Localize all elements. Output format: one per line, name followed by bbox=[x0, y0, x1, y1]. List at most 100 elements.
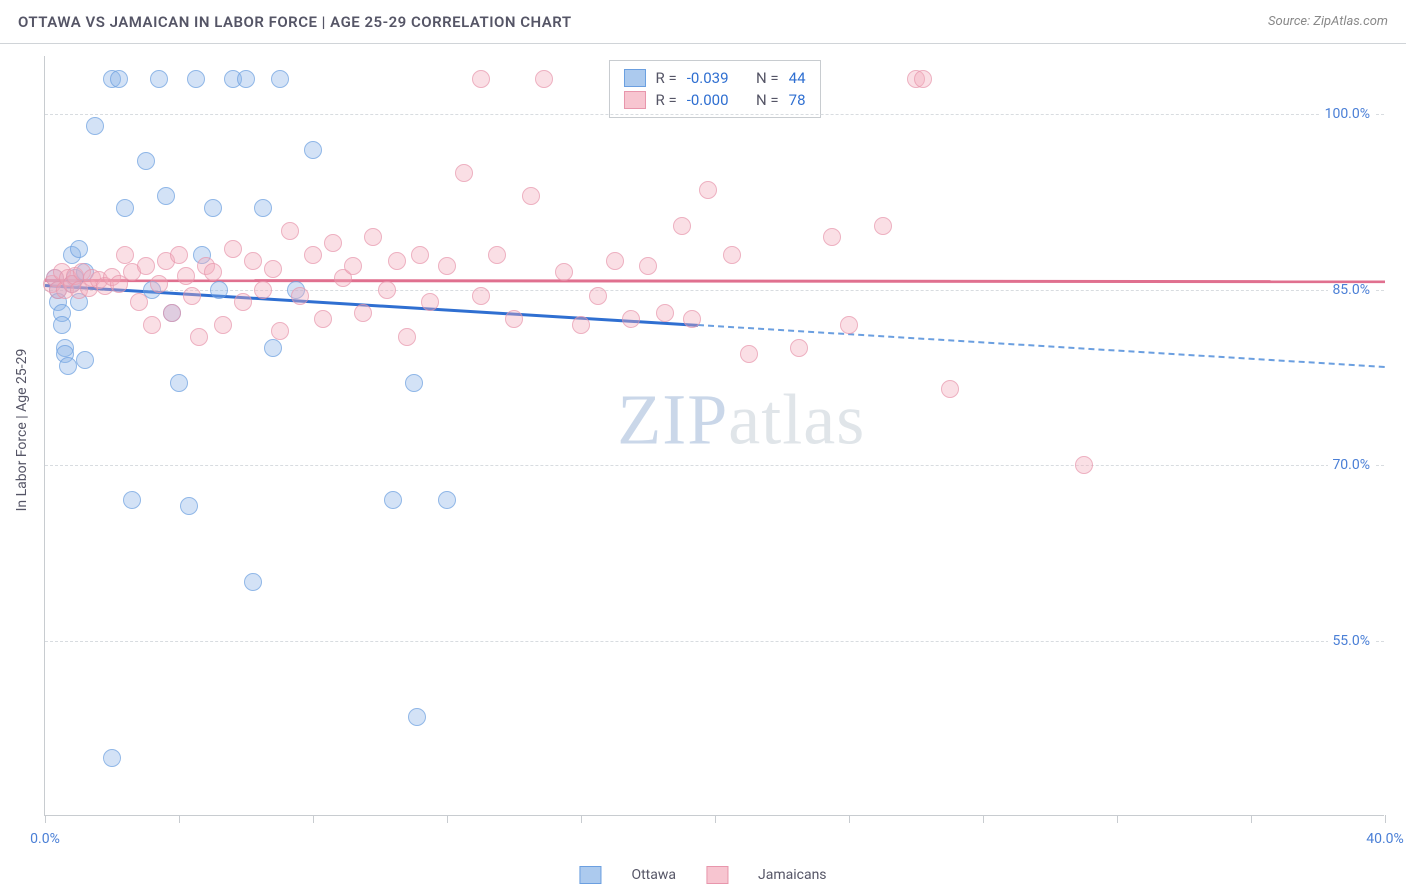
y-tick-label: 55.0% bbox=[1328, 633, 1374, 649]
data-point-jamaicans bbox=[840, 316, 858, 334]
data-point-jamaicans bbox=[740, 345, 758, 363]
data-point-jamaicans bbox=[455, 164, 473, 182]
data-point-jamaicans bbox=[411, 246, 429, 264]
gridline-h bbox=[45, 290, 1384, 291]
x-tick bbox=[1385, 815, 1386, 823]
data-point-jamaicans bbox=[150, 275, 168, 293]
legend-n-ottawa: 44 bbox=[789, 69, 806, 87]
data-point-jamaicans bbox=[177, 267, 195, 285]
x-tick bbox=[447, 815, 448, 823]
data-point-jamaicans bbox=[622, 310, 640, 328]
legend-swatch-jamaicans-bottom bbox=[706, 866, 728, 884]
data-point-jamaicans bbox=[555, 263, 573, 281]
data-point-ottawa bbox=[384, 491, 402, 509]
data-point-jamaicans bbox=[234, 293, 252, 311]
y-axis-label: In Labor Force | Age 25-29 bbox=[14, 349, 30, 512]
x-tick bbox=[983, 815, 984, 823]
data-point-ottawa bbox=[237, 70, 255, 88]
data-point-jamaicans bbox=[472, 287, 490, 305]
data-point-jamaicans bbox=[914, 70, 932, 88]
data-point-jamaicans bbox=[130, 293, 148, 311]
y-tick-label: 70.0% bbox=[1328, 457, 1374, 473]
data-point-ottawa bbox=[180, 497, 198, 515]
data-point-jamaicans bbox=[572, 316, 590, 334]
legend-swatch-jamaicans bbox=[623, 91, 645, 109]
data-point-ottawa bbox=[170, 374, 188, 392]
data-point-ottawa bbox=[110, 70, 128, 88]
data-point-ottawa bbox=[150, 70, 168, 88]
legend-label-jamaicans: Jamaicans bbox=[758, 867, 827, 883]
legend-n-jamaicans: 78 bbox=[789, 91, 806, 109]
data-point-jamaicans bbox=[271, 322, 289, 340]
legend-swatch-ottawa-bottom bbox=[579, 866, 601, 884]
data-point-jamaicans bbox=[488, 246, 506, 264]
data-point-jamaicans bbox=[673, 217, 691, 235]
legend-row-ottawa: R = -0.039 N = 44 bbox=[623, 67, 805, 89]
data-point-jamaicans bbox=[224, 240, 242, 258]
data-point-jamaicans bbox=[656, 304, 674, 322]
data-point-jamaicans bbox=[163, 304, 181, 322]
data-point-jamaicans bbox=[170, 246, 188, 264]
data-point-jamaicans bbox=[606, 252, 624, 270]
data-point-jamaicans bbox=[304, 246, 322, 264]
data-point-jamaicans bbox=[941, 380, 959, 398]
data-point-jamaicans bbox=[116, 246, 134, 264]
data-point-jamaicans bbox=[264, 260, 282, 278]
y-tick-label: 100.0% bbox=[1321, 106, 1374, 122]
data-point-jamaicans bbox=[790, 339, 808, 357]
data-point-ottawa bbox=[254, 199, 272, 217]
x-tick-label: 40.0% bbox=[1366, 831, 1404, 847]
x-tick bbox=[849, 815, 850, 823]
header-bar: OTTAWA VS JAMAICAN IN LABOR FORCE | AGE … bbox=[0, 0, 1406, 44]
legend-r-prefix: R = bbox=[655, 69, 676, 87]
legend-r-ottawa: -0.039 bbox=[687, 69, 729, 87]
data-point-jamaicans bbox=[505, 310, 523, 328]
data-point-jamaicans bbox=[143, 316, 161, 334]
legend-row-jamaicans: R = -0.000 N = 78 bbox=[623, 89, 805, 111]
x-tick bbox=[1117, 815, 1118, 823]
data-point-jamaicans bbox=[388, 252, 406, 270]
data-point-jamaicans bbox=[291, 287, 309, 305]
data-point-jamaicans bbox=[472, 70, 490, 88]
data-point-ottawa bbox=[70, 240, 88, 258]
data-point-ottawa bbox=[304, 141, 322, 159]
data-point-ottawa bbox=[59, 357, 77, 375]
data-point-jamaicans bbox=[214, 316, 232, 334]
source-attribution: Source: ZipAtlas.com bbox=[1268, 14, 1388, 29]
data-point-ottawa bbox=[244, 573, 262, 591]
legend-r-jamaicans: -0.000 bbox=[687, 91, 729, 109]
gridline-h bbox=[45, 465, 1384, 466]
legend-swatch-ottawa bbox=[623, 69, 645, 87]
data-point-ottawa bbox=[210, 281, 228, 299]
data-point-ottawa bbox=[264, 339, 282, 357]
y-tick-label: 85.0% bbox=[1328, 282, 1374, 298]
data-point-jamaicans bbox=[683, 310, 701, 328]
chart-title: OTTAWA VS JAMAICAN IN LABOR FORCE | AGE … bbox=[18, 13, 572, 31]
data-point-ottawa bbox=[408, 708, 426, 726]
data-point-jamaicans bbox=[522, 187, 540, 205]
data-point-ottawa bbox=[123, 491, 141, 509]
correlation-legend-box: R = -0.039 N = 44 R = -0.000 N = 78 bbox=[608, 60, 820, 118]
data-point-jamaicans bbox=[254, 281, 272, 299]
watermark: ZIPatlas bbox=[617, 379, 865, 462]
x-tick bbox=[45, 815, 46, 823]
data-point-jamaicans bbox=[281, 222, 299, 240]
watermark-zip: ZIP bbox=[617, 380, 728, 460]
x-tick bbox=[1251, 815, 1252, 823]
data-point-jamaicans bbox=[723, 246, 741, 264]
data-point-jamaicans bbox=[699, 181, 717, 199]
data-point-jamaicans bbox=[1075, 456, 1093, 474]
data-point-ottawa bbox=[405, 374, 423, 392]
gridline-h bbox=[45, 114, 1384, 115]
gridline-h bbox=[45, 641, 1384, 642]
trend-line-jamaicans bbox=[45, 279, 1385, 283]
data-point-jamaicans bbox=[314, 310, 332, 328]
data-point-jamaicans bbox=[137, 257, 155, 275]
data-point-jamaicans bbox=[204, 263, 222, 281]
data-point-jamaicans bbox=[639, 257, 657, 275]
data-point-jamaicans bbox=[364, 228, 382, 246]
x-tick bbox=[715, 815, 716, 823]
data-point-jamaicans bbox=[823, 228, 841, 246]
data-point-jamaicans bbox=[421, 293, 439, 311]
legend-label-ottawa: Ottawa bbox=[631, 867, 676, 883]
